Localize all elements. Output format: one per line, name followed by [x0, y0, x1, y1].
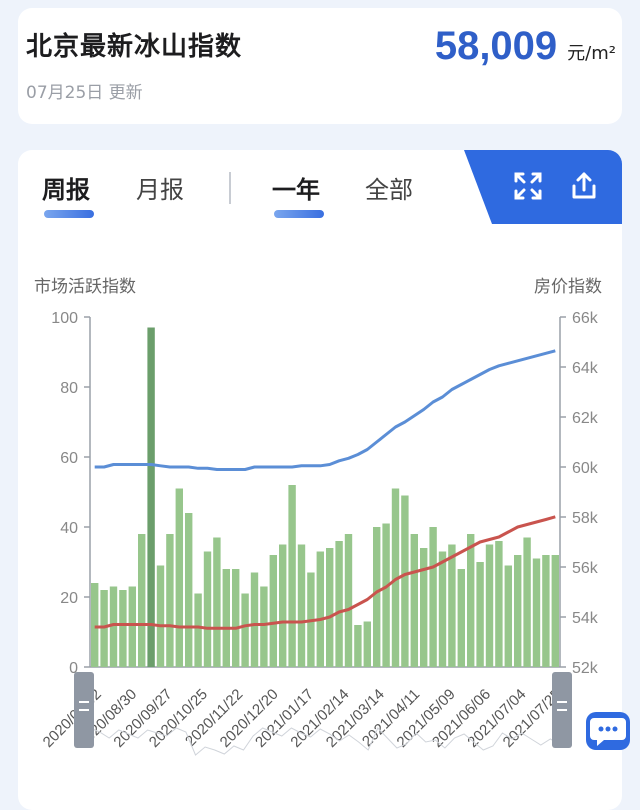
right-tick-label: 54k	[572, 610, 599, 627]
left-tick-label: 0	[69, 660, 78, 677]
chart-card: 周报 月报 一年 全部 市场活跃指数 房价指数	[18, 150, 622, 810]
tab-all[interactable]: 全部	[365, 176, 413, 204]
left-tick-label: 100	[51, 310, 78, 327]
bar	[382, 523, 390, 667]
right-axis-title: 房价指数	[534, 277, 602, 297]
left-tick-label: 80	[60, 380, 78, 397]
bar	[401, 495, 409, 667]
bar	[288, 485, 296, 667]
bar	[269, 555, 277, 667]
bar	[532, 558, 541, 667]
bar	[241, 593, 249, 667]
action-bar	[464, 150, 622, 224]
bar	[213, 537, 221, 667]
bar	[457, 569, 465, 667]
bar	[194, 593, 202, 667]
bar	[279, 544, 287, 667]
expand-icon[interactable]	[510, 168, 546, 204]
bar	[476, 562, 484, 667]
share-icon[interactable]	[566, 168, 602, 204]
bar	[203, 551, 212, 667]
bar	[316, 551, 324, 667]
left-axis-title: 市场活跃指数	[34, 277, 136, 297]
bar	[448, 544, 456, 667]
bar	[147, 327, 155, 667]
right-tick-label: 56k	[572, 560, 599, 577]
price-unit: 元/m²	[567, 43, 616, 64]
updated-time: 07月25日 更新	[26, 83, 143, 103]
right-tick-label: 58k	[572, 510, 599, 527]
right-tick-label: 60k	[572, 460, 599, 477]
right-tick-label: 64k	[572, 360, 599, 377]
chat-icon[interactable]	[586, 712, 630, 750]
right-tick-label: 52k	[572, 660, 599, 677]
bar	[429, 527, 437, 667]
bar	[335, 541, 343, 667]
bar	[410, 534, 418, 667]
bar	[260, 586, 268, 667]
header-card	[18, 8, 622, 124]
price-value: 58,009	[434, 24, 558, 68]
bar	[166, 534, 174, 667]
bar	[297, 544, 306, 667]
red-index-line	[94, 515, 556, 630]
tab-monthly[interactable]: 月报	[136, 176, 184, 204]
bar	[467, 534, 475, 667]
bar	[222, 569, 230, 667]
bar	[551, 555, 559, 667]
bar	[138, 534, 146, 667]
bar	[326, 548, 334, 667]
bar	[119, 590, 127, 667]
bar	[373, 527, 381, 667]
bar	[391, 488, 400, 667]
bar	[185, 513, 193, 667]
right-tick-label: 62k	[572, 410, 599, 427]
bar	[344, 534, 353, 667]
left-tick-label: 20	[60, 590, 78, 607]
bar	[100, 590, 108, 667]
tab-one-year-underline	[274, 210, 324, 218]
bar	[485, 544, 494, 667]
bar	[354, 625, 362, 667]
bar	[128, 586, 136, 667]
bar	[514, 555, 522, 667]
bar	[175, 488, 183, 667]
bar	[363, 621, 371, 667]
price-block: 58,009 元/m²	[435, 24, 616, 69]
price-index-line	[94, 349, 556, 471]
tab-weekly-underline	[44, 210, 94, 218]
bar	[250, 572, 259, 667]
page-title: 北京最新冰山指数	[26, 32, 243, 62]
bar	[542, 555, 550, 667]
left-tick-label: 40	[60, 520, 78, 537]
bar	[420, 548, 428, 667]
bar	[156, 565, 165, 667]
range-mini-line	[89, 727, 561, 756]
bar	[109, 586, 118, 667]
bar	[438, 551, 447, 667]
left-tick-label: 60	[60, 450, 78, 467]
right-tick-label: 66k	[572, 310, 599, 327]
bar	[504, 565, 512, 667]
tab-separator	[229, 172, 231, 204]
bar	[523, 537, 531, 667]
tab-one-year[interactable]: 一年	[272, 176, 320, 204]
bar	[232, 569, 240, 667]
tab-weekly[interactable]: 周报	[42, 176, 90, 204]
chart-svg: 10080604020066k64k62k60k58k56k54k52k2020…	[40, 310, 599, 756]
bar	[91, 583, 99, 667]
bar	[495, 541, 503, 667]
